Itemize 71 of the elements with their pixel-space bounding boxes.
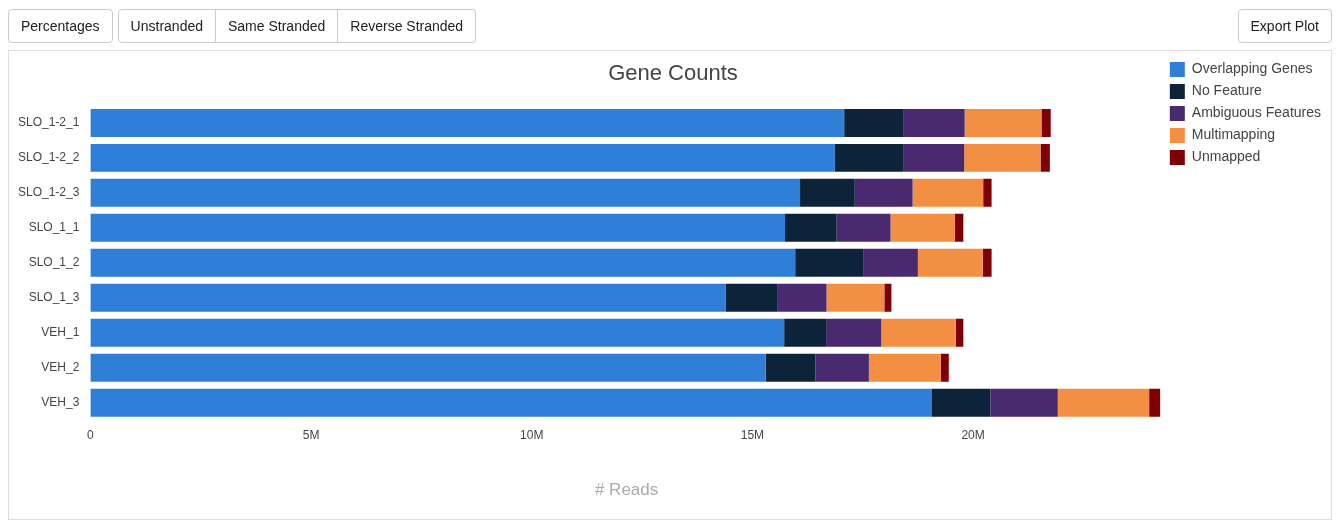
y-tick-label: VEH_1 — [41, 325, 80, 340]
x-tick-label: 0 — [87, 427, 95, 442]
bar — [836, 213, 891, 242]
bar — [90, 213, 786, 242]
bar — [90, 108, 845, 137]
y-tick-label: SLO_1_2 — [28, 255, 80, 270]
text: Reverse Stranded — [338, 9, 477, 43]
bar — [955, 318, 964, 347]
bar — [863, 248, 918, 277]
bar — [1057, 388, 1150, 417]
bar — [844, 108, 904, 137]
x-tick-label: 5M — [302, 427, 320, 442]
chart-title: Gene Counts — [608, 60, 738, 86]
bar — [795, 248, 864, 277]
x-tick-label: 15M — [740, 427, 765, 442]
bar — [890, 213, 955, 242]
bar — [1041, 108, 1051, 137]
legend-label: Unmapped — [1191, 148, 1261, 165]
bar — [834, 143, 904, 172]
text: Same Stranded — [216, 9, 339, 43]
text: Percentages — [8, 9, 113, 43]
x-tick-label: 20M — [961, 427, 985, 442]
bar — [903, 143, 965, 172]
bar — [777, 283, 827, 312]
bar — [903, 108, 965, 137]
bar — [990, 388, 1058, 417]
bar — [884, 283, 892, 312]
y-tick-label: SLO_1-2_3 — [17, 185, 80, 200]
bar — [784, 318, 827, 347]
bar — [982, 248, 992, 277]
bar — [912, 178, 984, 207]
bar — [785, 213, 837, 242]
text: Unstranded — [117, 9, 216, 43]
bar — [90, 143, 835, 172]
bar — [725, 283, 778, 312]
bar — [983, 178, 992, 207]
bar — [964, 143, 1041, 172]
text: Export Plot — [1237, 9, 1332, 43]
legend-label: No Feature — [1191, 82, 1263, 99]
bar — [826, 283, 885, 312]
bar — [90, 178, 801, 207]
bar — [954, 213, 964, 242]
y-tick-label: VEH_2 — [41, 360, 80, 375]
bar — [826, 318, 882, 347]
bar — [932, 388, 991, 417]
bar — [917, 248, 983, 277]
bar — [1040, 143, 1050, 172]
y-tick-label: SLO_1-2_1 — [17, 115, 80, 130]
y-tick-label: SLO_1-2_2 — [17, 150, 80, 165]
legend-label: Ambiguous Features — [1191, 104, 1322, 121]
bar — [815, 353, 869, 382]
bar — [90, 318, 785, 347]
bar — [90, 388, 932, 417]
x-axis-title: # Reads — [594, 480, 659, 500]
legend-label: Multimapping — [1191, 126, 1276, 143]
y-tick-label: SLO_1_1 — [28, 220, 80, 235]
bar — [800, 178, 855, 207]
bar — [1149, 388, 1161, 417]
bar — [940, 353, 949, 382]
bar — [881, 318, 956, 347]
bar — [765, 353, 816, 382]
bar — [854, 178, 913, 207]
bar — [90, 248, 796, 277]
bar — [868, 353, 941, 382]
x-tick-label: 10M — [520, 427, 544, 442]
legend-label: Overlapping Genes — [1191, 60, 1313, 77]
y-tick-label: VEH_3 — [41, 395, 80, 410]
y-tick-label: SLO_1_3 — [28, 290, 80, 305]
bar — [964, 108, 1042, 137]
bar — [90, 353, 766, 382]
bar — [90, 283, 726, 312]
